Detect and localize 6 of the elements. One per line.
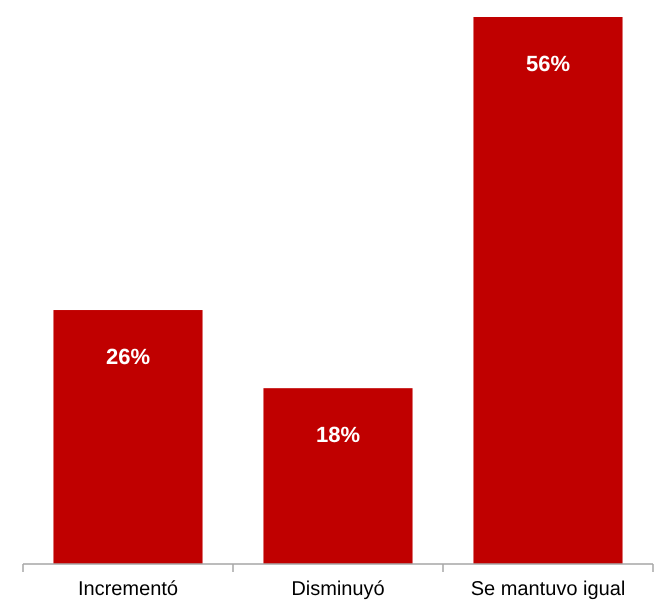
x-tick-label: Incrementó	[78, 578, 178, 600]
data-label: 18%	[316, 422, 360, 448]
data-label: 26%	[106, 344, 150, 370]
data-label: 56%	[526, 51, 570, 76]
x-tick-label: Se mantuvo igual	[470, 578, 626, 600]
x-tick-label: Disminuyó	[291, 578, 385, 600]
